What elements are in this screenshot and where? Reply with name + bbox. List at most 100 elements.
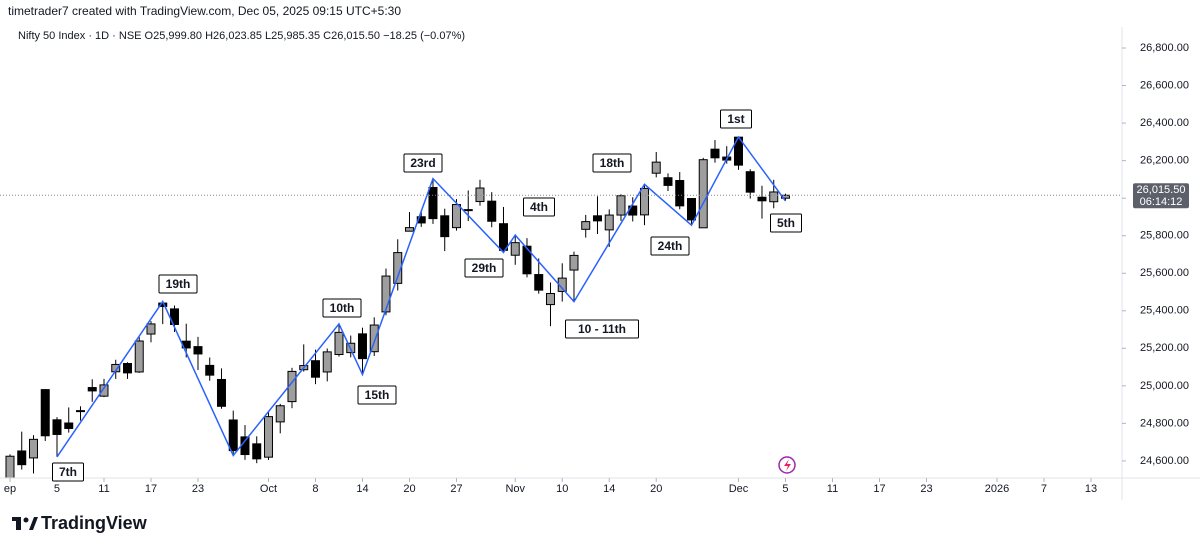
last-price-label: 26,015.50 [1137,184,1186,196]
countdown: 06:14:12 [1140,196,1183,208]
candle-body [534,274,544,291]
candle-body [651,161,661,174]
candle-body [416,216,426,224]
annotation-box [357,385,397,405]
last-price-box [1133,183,1189,209]
x-tick-label: 14 [603,483,615,495]
candle-body [357,333,367,360]
candle-body [263,416,273,458]
zigzag-line [56,135,787,458]
candle-body [510,242,520,256]
candle-body [205,364,215,376]
x-tick-label: 10 [556,483,568,495]
x-tick-label: 11 [827,483,838,495]
candle-body [393,252,403,284]
candle-body [99,384,109,397]
x-tick-label: 5 [54,483,60,495]
x-tick-label: 23 [920,483,932,495]
logo [12,517,38,530]
x-tick-label: 14 [356,483,368,495]
candle-body [498,223,508,251]
candle-body [769,191,779,203]
logo-text: TradingView [41,513,148,533]
annotation: 4th [530,200,548,214]
candle-body [404,227,414,232]
candle-body [710,148,720,159]
annotation: 29th [472,261,497,275]
candle-body [310,360,320,378]
annotation-box [52,462,84,482]
candle-body [252,443,262,460]
y-tick-label: 25,800.00 [1140,230,1189,242]
candle-body [487,200,497,222]
candle-body [663,177,673,186]
candle-body [17,450,27,466]
credit: timetrader7 created with TradingView.com… [8,4,401,18]
candle-body [193,346,203,355]
candle-body [451,204,461,229]
x-tick-label: 23 [192,483,204,495]
annotation: 7th [59,465,77,479]
candle-body [675,180,685,207]
candle-body [87,387,97,392]
annotation-box [523,197,555,217]
x-tick-label: Nov [505,483,525,495]
annotation-box [770,213,802,233]
x-tick-label: 11 [98,483,109,495]
annotation: 23rd [410,156,435,170]
annotation-box [322,298,362,318]
annotation: 18th [600,156,625,170]
x-tick-label: Dec [729,483,749,495]
candle-body [146,323,156,335]
candle-body [5,455,15,478]
y-tick-label: 25,400.00 [1140,305,1189,317]
x-tick-label: ep [4,483,16,495]
candle-body [581,221,591,230]
x-tick-label: 2026 [985,483,1009,495]
candle-body [381,275,391,313]
y-tick-label: 26,800.00 [1140,42,1189,54]
candle-body [522,245,532,275]
candle-body [240,436,250,456]
annotation-box [565,319,639,339]
x-tick-label: 20 [403,483,415,495]
x-tick-label: 17 [145,483,157,495]
candle-body [275,405,285,423]
y-tick-label: 25,600.00 [1140,267,1189,279]
candle-body [428,186,438,220]
candle-body [122,363,132,374]
annotation-box [720,109,752,129]
annotation: 1st [727,112,744,126]
annotation: 5th [777,216,795,230]
candle-body [440,215,450,238]
replay-icon [778,456,796,474]
x-tick-label: 27 [450,483,462,495]
y-tick-label: 24,600.00 [1140,455,1189,467]
candle-body [40,389,50,437]
x-tick-label: 7 [1041,483,1047,495]
candle-body [592,215,602,222]
candle-body [616,195,626,216]
y-tick-label: 25,000.00 [1140,380,1189,392]
candle-body [75,410,85,413]
candle-body [134,340,144,373]
annotation: 24th [658,239,683,253]
candle-body [745,171,755,193]
y-tick-label: 26,400.00 [1140,117,1189,129]
annotation: 10 - 11th [578,322,626,336]
x-tick-label: Oct [260,483,277,495]
x-tick-label: 13 [1085,483,1097,495]
annotation-box [650,236,690,256]
candle-body [28,438,38,459]
candle-body [569,254,579,271]
candle-body [463,209,473,212]
candle-body [322,351,332,373]
y-tick-label: 24,800.00 [1140,417,1189,429]
candle-body [604,214,614,231]
annotation: 15th [365,388,390,402]
candle-body [545,293,555,306]
candle-body [52,419,62,435]
candle-body [64,422,74,429]
x-tick-label: 20 [650,483,662,495]
